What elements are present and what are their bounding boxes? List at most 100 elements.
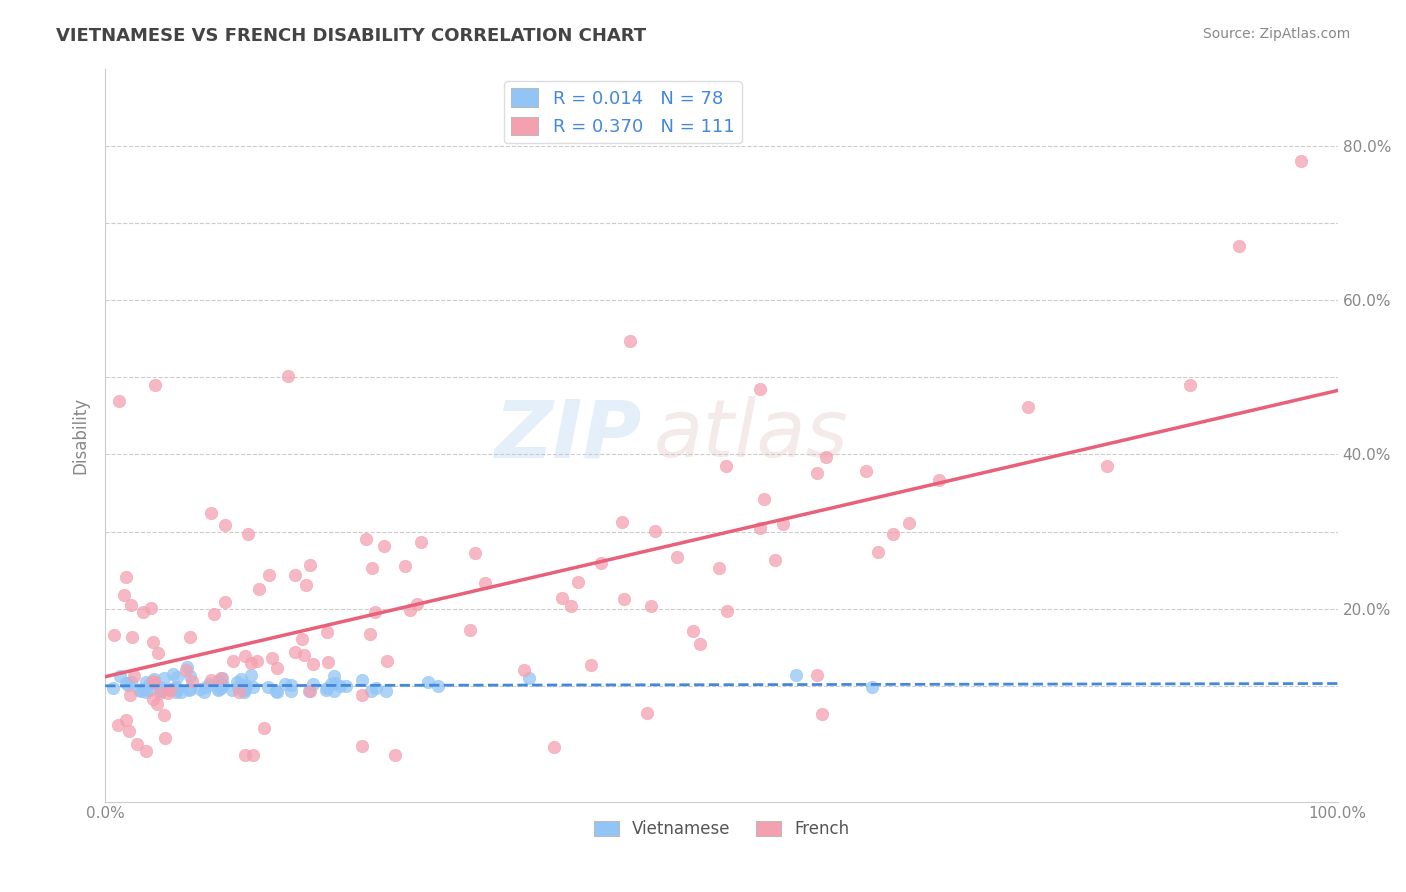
Point	[115, 676, 138, 690]
Point	[107, 718, 129, 732]
Point	[209, 679, 232, 693]
Point	[202, 607, 225, 621]
Point	[416, 674, 439, 689]
Point	[316, 681, 339, 695]
Point	[159, 682, 181, 697]
Point	[298, 684, 321, 698]
Point	[297, 684, 319, 698]
Point	[1017, 400, 1039, 414]
Point	[474, 575, 496, 590]
Point	[295, 577, 318, 591]
Point	[709, 560, 731, 574]
Point	[1095, 459, 1118, 474]
Point	[142, 674, 165, 689]
Point	[323, 669, 346, 683]
Point	[689, 636, 711, 650]
Point	[763, 553, 786, 567]
Point	[373, 539, 395, 553]
Point	[132, 681, 155, 696]
Point	[188, 681, 211, 696]
Point	[375, 684, 398, 698]
Point	[157, 686, 180, 700]
Point	[772, 517, 794, 532]
Point	[284, 645, 307, 659]
Point	[409, 534, 432, 549]
Point	[253, 722, 276, 736]
Point	[143, 674, 166, 689]
Point	[166, 670, 188, 684]
Point	[142, 692, 165, 706]
Point	[233, 649, 256, 664]
Point	[131, 605, 153, 619]
Point	[225, 675, 247, 690]
Point	[238, 527, 260, 541]
Point	[200, 506, 222, 520]
Point	[749, 383, 772, 397]
Point	[682, 624, 704, 639]
Point	[233, 683, 256, 698]
Point	[200, 673, 222, 687]
Point	[315, 682, 337, 697]
Point	[160, 682, 183, 697]
Point	[114, 588, 136, 602]
Point	[364, 681, 387, 696]
Point	[232, 685, 254, 699]
Point	[360, 684, 382, 698]
Point	[266, 685, 288, 699]
Point	[207, 683, 229, 698]
Point	[165, 681, 187, 695]
Point	[110, 669, 132, 683]
Point	[897, 516, 920, 531]
Point	[806, 466, 828, 480]
Point	[122, 669, 145, 683]
Point	[610, 515, 633, 529]
Point	[280, 678, 302, 692]
Point	[460, 623, 482, 637]
Point	[398, 602, 420, 616]
Point	[142, 672, 165, 686]
Point	[211, 671, 233, 685]
Text: Source: ZipAtlas.com: Source: ZipAtlas.com	[1202, 27, 1350, 41]
Point	[806, 668, 828, 682]
Point	[179, 682, 201, 697]
Point	[589, 556, 612, 570]
Point	[350, 673, 373, 687]
Point	[139, 676, 162, 690]
Point	[785, 668, 807, 682]
Point	[246, 654, 269, 668]
Point	[640, 599, 662, 614]
Point	[214, 517, 236, 532]
Point	[176, 660, 198, 674]
Point	[209, 681, 232, 695]
Point	[359, 626, 381, 640]
Point	[152, 671, 174, 685]
Point	[135, 685, 157, 699]
Point	[274, 677, 297, 691]
Point	[226, 681, 249, 695]
Point	[170, 685, 193, 699]
Point	[235, 678, 257, 692]
Point	[1289, 154, 1312, 169]
Point	[543, 740, 565, 755]
Text: atlas: atlas	[654, 396, 848, 474]
Point	[361, 561, 384, 575]
Point	[257, 567, 280, 582]
Point	[160, 681, 183, 696]
Point	[166, 682, 188, 697]
Text: ZIP: ZIP	[494, 396, 641, 474]
Point	[666, 550, 689, 565]
Point	[464, 546, 486, 560]
Point	[198, 677, 221, 691]
Point	[115, 713, 138, 727]
Point	[354, 532, 377, 546]
Point	[860, 680, 883, 694]
Point	[149, 680, 172, 694]
Point	[125, 737, 148, 751]
Point	[180, 674, 202, 689]
Point	[352, 739, 374, 754]
Legend: Vietnamese, French: Vietnamese, French	[588, 814, 856, 845]
Point	[752, 492, 775, 507]
Point	[141, 675, 163, 690]
Point	[277, 369, 299, 384]
Point	[551, 591, 574, 605]
